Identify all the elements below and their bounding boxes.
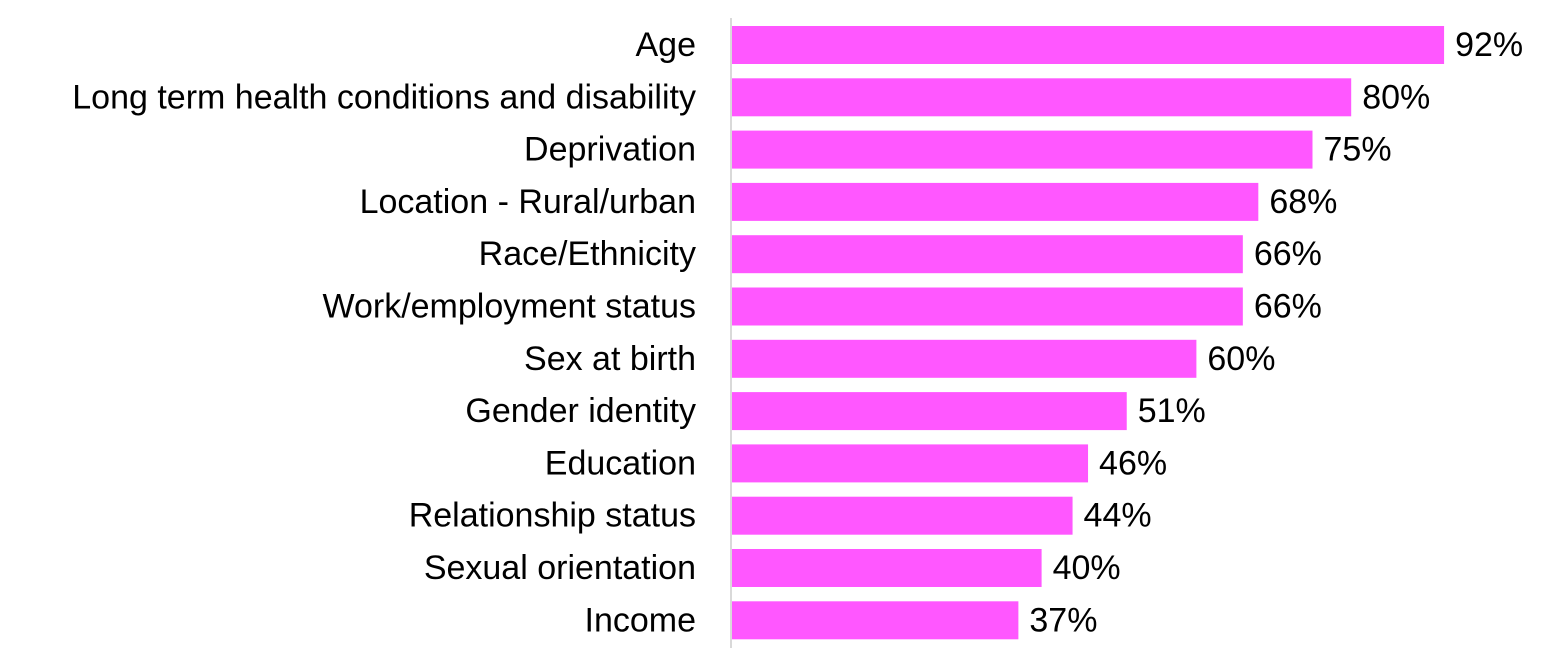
value-label-6: 60% [1207, 340, 1275, 378]
bars-group [732, 26, 1445, 640]
value-label-11: 37% [1029, 601, 1097, 639]
value-label-3: 68% [1269, 183, 1337, 221]
bar-1 [732, 78, 1352, 117]
bar-6 [732, 339, 1197, 378]
bar-5 [732, 287, 1243, 326]
value-labels-group: 92% 80% 75% 68% 66% 66% 60%51% 46% 44% 40% 37% [1029, 26, 1523, 639]
value-label-2: 75% [1324, 131, 1392, 169]
category-label-4: Race/Ethnicity [479, 235, 696, 273]
value-label-1: 80% [1362, 78, 1430, 116]
category-label-8: Education [545, 444, 696, 482]
category-label-2: Deprivation [524, 131, 696, 169]
category-label-0: Age [636, 26, 697, 64]
bar-0 [732, 26, 1445, 64]
value-label-5: 66% [1254, 288, 1322, 326]
category-label-3: Location - Rural/urban [360, 183, 696, 221]
value-label-10: 40% [1053, 549, 1121, 587]
category-label-7: Gender identity [465, 392, 696, 430]
category-label-11: Income [585, 601, 697, 639]
bar-7 [732, 392, 1127, 431]
bar-8 [732, 444, 1089, 483]
category-label-9: Relationship status [409, 497, 696, 535]
bar-2 [732, 130, 1313, 169]
category-label-5: Work/employment status [322, 288, 696, 326]
value-label-8: 46% [1099, 444, 1167, 482]
bar-10 [732, 549, 1042, 587]
bar-11 [732, 601, 1019, 640]
bar-4 [732, 235, 1243, 274]
value-label-4: 66% [1254, 235, 1322, 273]
bar-3 [732, 182, 1259, 221]
value-label-9: 44% [1084, 497, 1152, 535]
category-label-10: Sexual orientation [424, 549, 696, 587]
value-label-0: 92% [1455, 26, 1523, 64]
category-label-1: Long term health conditions and disabili… [72, 78, 696, 116]
category-label-6: Sex at birth [524, 340, 696, 378]
value-label-7: 51% [1138, 392, 1206, 430]
category-labels-group: Age Long term health conditions and disab… [72, 26, 696, 639]
bar-9 [732, 496, 1073, 535]
